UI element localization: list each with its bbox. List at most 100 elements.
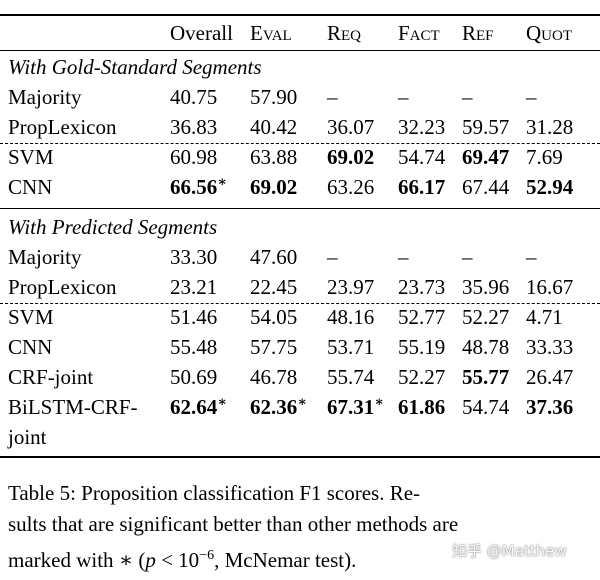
method-name: Majority bbox=[8, 85, 82, 109]
header-row: Overall Eval Req Fact Ref Quot bbox=[0, 18, 600, 48]
section-title: With Gold-Standard Segments bbox=[8, 55, 262, 79]
score-cell: 36.07 bbox=[327, 112, 374, 142]
significance-star: ∗ bbox=[217, 175, 227, 190]
method-name: CRF-joint bbox=[8, 365, 94, 389]
header-rule bbox=[0, 50, 600, 51]
score-value: 53.71 bbox=[327, 335, 375, 359]
score-value: 36.07 bbox=[327, 115, 375, 139]
section-rule bbox=[0, 208, 600, 209]
score-cell: 37.36 bbox=[526, 392, 573, 422]
score-value: 37.36 bbox=[526, 395, 574, 419]
score-value: 32.23 bbox=[398, 115, 446, 139]
score-value: 69.47 bbox=[462, 145, 510, 169]
score-value: – bbox=[398, 85, 409, 109]
score-cell: 57.90 bbox=[250, 82, 297, 112]
score-value: 55.19 bbox=[398, 335, 446, 359]
method-name: CNN bbox=[8, 335, 53, 359]
score-cell: 46.78 bbox=[250, 362, 297, 392]
score-cell: 63.88 bbox=[250, 142, 297, 172]
score-value: – bbox=[398, 245, 409, 269]
table-row: BiLSTM-CRF- 62.64∗ 62.36∗ 67.31∗ 61.86 54.74 3… bbox=[0, 392, 600, 422]
score-cell: 55.74 bbox=[327, 362, 374, 392]
table-row: PropLexicon 36.83 40.42 36.07 32.23 59.57 31.2… bbox=[0, 112, 600, 142]
score-value: 66.56 bbox=[170, 175, 218, 199]
method-name: SVM bbox=[8, 305, 54, 329]
score-value: 60.98 bbox=[170, 145, 218, 169]
score-value: 67.44 bbox=[462, 175, 510, 199]
score-value: 54.05 bbox=[250, 305, 298, 329]
table-row-continuation: joint bbox=[0, 422, 600, 452]
top-rule bbox=[0, 14, 600, 16]
score-cell: 33.30 bbox=[170, 242, 217, 272]
dashed-separator bbox=[0, 143, 600, 144]
table-caption: Table 5: Proposition classification F1 s… bbox=[8, 478, 592, 576]
table-row: SVM 51.46 54.05 48.16 52.77 52.27 4.71 bbox=[0, 302, 600, 332]
score-value: – bbox=[526, 85, 537, 109]
table-row: Majority 40.75 57.90 – – – – bbox=[0, 82, 600, 112]
score-cell: 57.75 bbox=[250, 332, 297, 362]
score-value: 69.02 bbox=[327, 145, 375, 169]
score-cell: 69.02 bbox=[327, 142, 374, 172]
method-name: PropLexicon bbox=[8, 275, 117, 299]
score-value: 47.60 bbox=[250, 245, 298, 269]
score-value: 67.31 bbox=[327, 395, 375, 419]
score-cell: 4.71 bbox=[526, 302, 563, 332]
score-cell: 69.47 bbox=[462, 142, 509, 172]
score-cell: 23.21 bbox=[170, 272, 217, 302]
score-value: 35.96 bbox=[462, 275, 510, 299]
score-cell: 35.96 bbox=[462, 272, 509, 302]
score-cell: 52.27 bbox=[398, 362, 445, 392]
score-cell: – bbox=[327, 242, 338, 272]
score-value: 54.74 bbox=[462, 395, 510, 419]
header-eval: Eval bbox=[250, 21, 292, 45]
score-cell: 54.74 bbox=[398, 142, 445, 172]
score-cell: 23.97 bbox=[327, 272, 374, 302]
table-row: SVM 60.98 63.88 69.02 54.74 69.47 7.69 bbox=[0, 142, 600, 172]
score-value: 69.02 bbox=[250, 175, 298, 199]
score-value: 31.28 bbox=[526, 115, 574, 139]
score-value: 51.46 bbox=[170, 305, 218, 329]
score-value: 66.17 bbox=[398, 175, 446, 199]
score-value: 50.69 bbox=[170, 365, 218, 389]
score-value: 62.64 bbox=[170, 395, 218, 419]
score-value: 52.27 bbox=[462, 305, 510, 329]
score-value: 55.48 bbox=[170, 335, 218, 359]
header-quot: Quot bbox=[526, 21, 572, 45]
score-cell: 48.78 bbox=[462, 332, 509, 362]
score-value: 52.77 bbox=[398, 305, 446, 329]
score-cell: 62.36∗ bbox=[250, 392, 307, 422]
score-cell: 55.77 bbox=[462, 362, 509, 392]
score-value: 57.90 bbox=[250, 85, 298, 109]
bottom-rule bbox=[0, 456, 600, 458]
significance-star: ∗ bbox=[297, 395, 307, 410]
score-cell: 62.64∗ bbox=[170, 392, 227, 422]
score-cell: 23.73 bbox=[398, 272, 445, 302]
score-cell: – bbox=[327, 82, 338, 112]
table-row: Majority 33.30 47.60 – – – – bbox=[0, 242, 600, 272]
significance-star: ∗ bbox=[374, 395, 384, 410]
score-cell: – bbox=[398, 242, 409, 272]
score-cell: 53.71 bbox=[327, 332, 374, 362]
score-cell: 69.02 bbox=[250, 172, 297, 202]
section-title: With Predicted Segments bbox=[8, 215, 218, 239]
method-name: PropLexicon bbox=[8, 115, 117, 139]
score-value: 40.75 bbox=[170, 85, 218, 109]
score-value: – bbox=[327, 245, 338, 269]
score-value: 22.45 bbox=[250, 275, 298, 299]
score-cell: 52.27 bbox=[462, 302, 509, 332]
score-value: 62.36 bbox=[250, 395, 298, 419]
table-row: CNN 66.56∗ 69.02 63.26 66.17 67.44 52.94 bbox=[0, 172, 600, 202]
score-cell: – bbox=[526, 242, 537, 272]
score-value: 40.42 bbox=[250, 115, 298, 139]
score-cell: 67.31∗ bbox=[327, 392, 384, 422]
score-value: 61.86 bbox=[398, 395, 446, 419]
header-ref: Ref bbox=[462, 21, 494, 45]
table-row: PropLexicon 23.21 22.45 23.97 23.73 35.96 16.6… bbox=[0, 272, 600, 302]
score-cell: 48.16 bbox=[327, 302, 374, 332]
score-cell: – bbox=[398, 82, 409, 112]
score-value: 46.78 bbox=[250, 365, 298, 389]
score-cell: 52.77 bbox=[398, 302, 445, 332]
table-row: CRF-joint 50.69 46.78 55.74 52.27 55.77 26.47 bbox=[0, 362, 600, 392]
score-cell: 54.05 bbox=[250, 302, 297, 332]
score-cell: 40.42 bbox=[250, 112, 297, 142]
